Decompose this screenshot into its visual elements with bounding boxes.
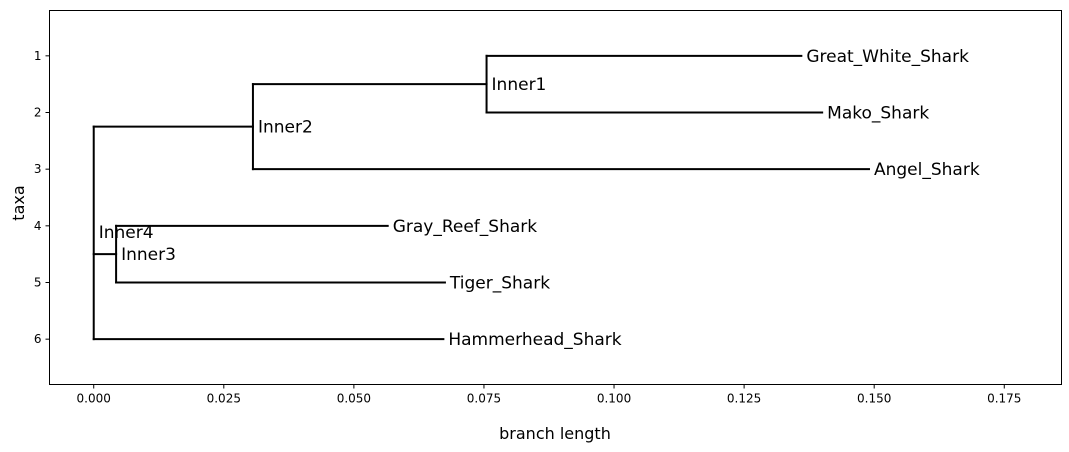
inner-label-inner4: Inner4: [99, 223, 154, 243]
x-tick-label: 0.125: [727, 392, 761, 406]
leaf-label-angel-shark: Angel_Shark: [874, 160, 980, 180]
x-tick-label: 0.175: [987, 392, 1021, 406]
inner-label-inner3: Inner3: [121, 245, 176, 265]
leaf-label-mako-shark: Mako_Shark: [827, 104, 929, 124]
x-axis-ticks: 0.000 0.025 0.050 0.075 0.100 0.125 0.150 0.175: [77, 384, 1021, 406]
x-axis-label: branch length: [499, 424, 611, 443]
tree-branches: [92, 54, 870, 341]
y-tick-label: 6: [34, 332, 42, 346]
leaf-label-gray-reef-shark: Gray_Reef_Shark: [393, 217, 538, 237]
x-tick-label: 0.025: [207, 392, 241, 406]
y-axis-label: taxa: [9, 185, 28, 220]
leaf-label-hammerhead-shark: Hammerhead_Shark: [448, 330, 621, 350]
plot-frame: [49, 10, 1062, 385]
x-tick-label: 0.100: [597, 392, 631, 406]
leaf-label-tiger-shark: Tiger_Shark: [449, 274, 550, 294]
inner-label-inner2: Inner2: [258, 118, 313, 138]
y-axis-ticks: 1 2 3 4 5 6: [34, 49, 50, 346]
leaf-label-great-white-shark: Great_White_Shark: [806, 47, 969, 67]
x-tick-label: 0.075: [467, 392, 501, 406]
x-tick-label: 0.150: [857, 392, 891, 406]
y-tick-label: 1: [34, 49, 42, 63]
x-tick-label: 0.050: [337, 392, 371, 406]
inner-label-inner1: Inner1: [492, 75, 547, 95]
y-tick-label: 4: [34, 219, 42, 233]
node-labels: Inner2 Inner1 Great_White_Shark Mako_Shark A…: [99, 47, 980, 350]
y-tick-label: 2: [34, 106, 42, 120]
x-tick-label: 0.000: [77, 392, 111, 406]
y-tick-label: 5: [34, 276, 42, 290]
y-tick-label: 3: [34, 162, 42, 176]
